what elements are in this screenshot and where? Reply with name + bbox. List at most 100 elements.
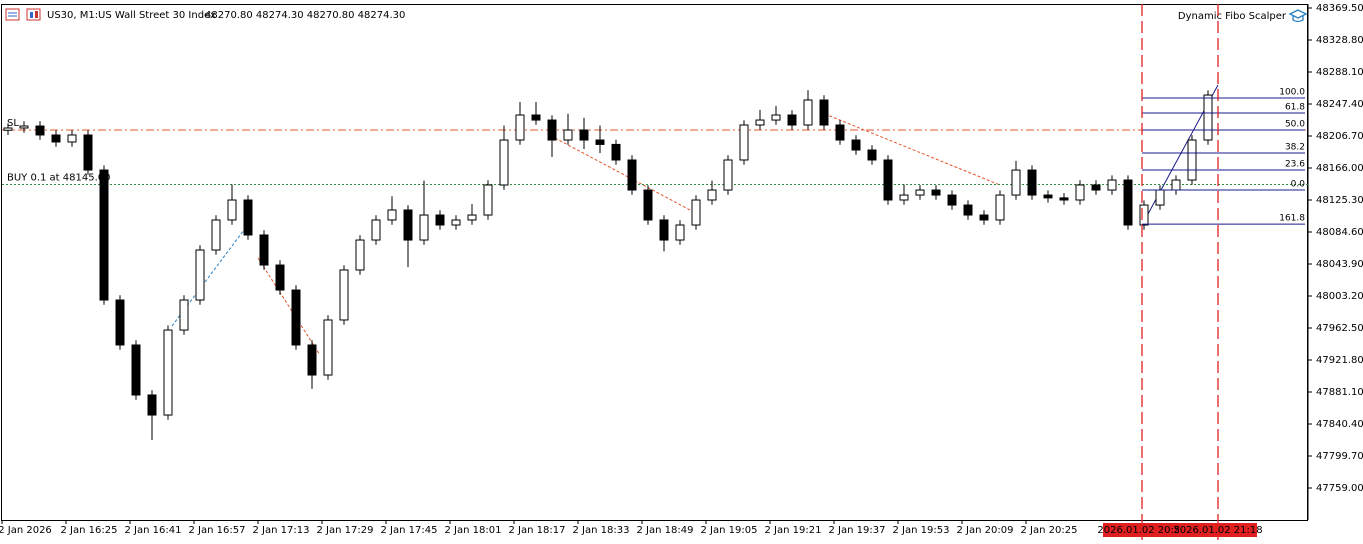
candle-body bbox=[83, 134, 93, 171]
y-tick-label: 47759.00 bbox=[1316, 483, 1363, 494]
candle-body bbox=[659, 219, 669, 241]
x-tick-label: 2 Jan 18:17 bbox=[509, 525, 566, 536]
candle-body bbox=[355, 239, 365, 271]
candle-body bbox=[851, 139, 861, 151]
candle-body bbox=[3, 127, 13, 131]
time-label: 2026.01.02 21:18 bbox=[1173, 525, 1262, 536]
candle-body bbox=[1059, 197, 1069, 201]
candle-body bbox=[499, 139, 509, 186]
candle-body bbox=[787, 114, 797, 126]
y-tick-label: 48247.40 bbox=[1316, 99, 1363, 110]
candle-body bbox=[467, 214, 477, 221]
candle-body bbox=[1075, 184, 1085, 201]
zigzag bbox=[257, 257, 321, 356]
y-tick-label: 48206.70 bbox=[1316, 131, 1363, 142]
candle-body bbox=[323, 319, 333, 376]
x-tick-label: 2 Jan 18:01 bbox=[445, 525, 502, 536]
candle-body bbox=[899, 194, 909, 201]
candle-body bbox=[1155, 189, 1165, 206]
candle-body bbox=[515, 114, 525, 141]
candle-body bbox=[563, 129, 573, 141]
candle-body bbox=[755, 119, 765, 126]
candle-body bbox=[67, 134, 77, 143]
candle-body bbox=[1011, 169, 1021, 196]
y-tick-label: 48369.50 bbox=[1316, 3, 1363, 14]
x-tick-label: 2 Jan 19:37 bbox=[829, 525, 886, 536]
icon bbox=[5, 8, 20, 21]
x-tick-label: 2 Jan 19:05 bbox=[701, 525, 758, 536]
x-tick-label: 2 Jan 20:09 bbox=[957, 525, 1014, 536]
candle-body bbox=[979, 214, 989, 221]
fibo-label: 0.0 bbox=[1291, 180, 1306, 190]
y-tick-label: 48003.20 bbox=[1316, 291, 1363, 302]
candle-body bbox=[339, 269, 349, 321]
candle-body bbox=[227, 199, 237, 221]
candle-body bbox=[611, 143, 621, 161]
fibo-label: 50.0 bbox=[1285, 120, 1305, 130]
candle-body bbox=[1139, 204, 1149, 226]
candle-body bbox=[643, 189, 653, 221]
x-tick-label: 2 Jan 18:33 bbox=[573, 525, 630, 536]
candle-body bbox=[131, 344, 141, 396]
candle-body bbox=[771, 114, 781, 121]
x-tick-label: 2 Jan 17:13 bbox=[253, 525, 310, 536]
order-label: SL bbox=[7, 118, 19, 129]
fibo-label: 100.0 bbox=[1279, 88, 1305, 98]
header-icons bbox=[5, 8, 41, 21]
candle-body bbox=[883, 159, 893, 201]
candle-body bbox=[291, 289, 301, 346]
y-tick-label: 48125.30 bbox=[1316, 195, 1363, 206]
candle-body bbox=[115, 299, 125, 346]
y-tick-label: 47840.40 bbox=[1316, 419, 1363, 430]
y-tick-label: 47962.50 bbox=[1316, 323, 1363, 334]
fibo-label: 61.8 bbox=[1285, 103, 1305, 113]
candle-body bbox=[867, 149, 877, 161]
candle-body bbox=[531, 114, 541, 121]
candle-body bbox=[195, 249, 205, 301]
candle-body bbox=[547, 119, 557, 141]
candle-body bbox=[1187, 139, 1197, 181]
ohlc-text: 48270.80 48274.30 48270.80 48274.30 bbox=[205, 10, 405, 21]
candle-body bbox=[595, 139, 605, 145]
candle-body bbox=[931, 189, 941, 196]
y-tick-label: 48166.00 bbox=[1316, 163, 1363, 174]
time-label-bg bbox=[1103, 523, 1181, 537]
candle-body bbox=[51, 134, 61, 143]
x-tick-label: 2 Jan 19:21 bbox=[765, 525, 822, 536]
x-tick-label: 2 Jan 16:41 bbox=[125, 525, 182, 536]
y-tick-label: 47799.70 bbox=[1316, 451, 1363, 462]
candle-body bbox=[739, 124, 749, 161]
y-tick-label: 47881.10 bbox=[1316, 387, 1363, 398]
x-tick-label: 2 Jan 17:45 bbox=[381, 525, 438, 536]
x-tick-label: 2 Jan 17:29 bbox=[317, 525, 374, 536]
fibo-label: 161.8 bbox=[1279, 214, 1305, 224]
candle-body bbox=[1203, 94, 1213, 141]
candle-body bbox=[451, 219, 461, 226]
candle-body bbox=[99, 169, 109, 301]
y-tick-label: 48084.60 bbox=[1316, 227, 1363, 238]
candle-body bbox=[627, 159, 637, 191]
candle-body bbox=[691, 199, 701, 226]
candle-body bbox=[19, 125, 29, 129]
candle-body bbox=[963, 204, 973, 216]
time-label-bg bbox=[1179, 523, 1257, 537]
candle-body bbox=[1043, 194, 1053, 199]
indicator-icon bbox=[1288, 9, 1308, 23]
icon bbox=[26, 8, 41, 21]
candle-body bbox=[307, 344, 317, 376]
candle-body bbox=[403, 209, 413, 241]
candle-body bbox=[387, 209, 397, 221]
candle-body bbox=[707, 189, 717, 201]
candle-body bbox=[163, 329, 173, 416]
candle-body bbox=[1171, 179, 1181, 191]
x-tick-label: 2 Jan 2026 bbox=[0, 525, 52, 536]
candle-body bbox=[179, 299, 189, 331]
order-label: BUY 0.1 at 48145.00 bbox=[7, 173, 111, 184]
candle-body bbox=[35, 125, 45, 136]
candle-body bbox=[947, 194, 957, 206]
zigzag bbox=[819, 111, 1001, 186]
candle-body bbox=[1027, 169, 1037, 196]
y-tick-label: 48043.90 bbox=[1316, 259, 1363, 270]
